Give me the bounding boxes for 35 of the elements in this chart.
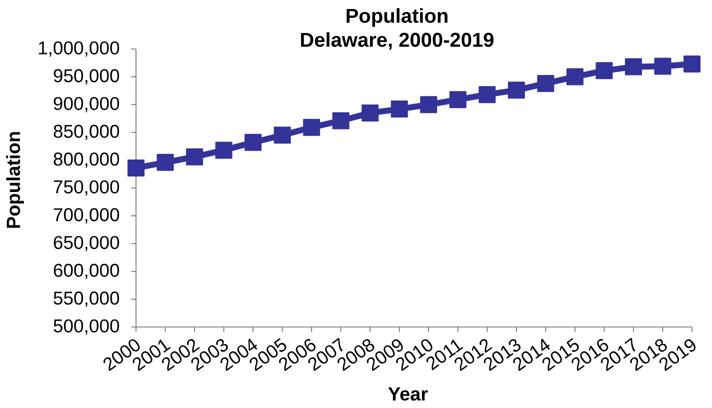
point xyxy=(128,159,144,176)
y-axis-title: Population xyxy=(6,132,24,228)
point xyxy=(390,100,408,118)
y-tick-label: 900,000 xyxy=(54,96,120,112)
point xyxy=(596,62,613,80)
chart-subtitle: Delaware, 2000-2019 xyxy=(301,32,494,50)
y-tick-label: 800,000 xyxy=(54,152,120,168)
point xyxy=(566,68,584,86)
point xyxy=(624,58,642,76)
point xyxy=(654,58,672,75)
point xyxy=(362,104,379,122)
y-tick-label: 500,000 xyxy=(54,319,120,335)
point xyxy=(449,91,466,108)
y-tick-label: 650,000 xyxy=(54,236,120,252)
y-tick-label: 1,000,000 xyxy=(38,41,120,57)
x-axis-title: Year xyxy=(388,387,428,401)
point xyxy=(420,96,438,114)
point xyxy=(186,148,204,166)
y-tick-label: 550,000 xyxy=(54,292,120,307)
y-tick-label: 950,000 xyxy=(54,69,120,84)
point xyxy=(508,82,525,99)
point xyxy=(215,142,232,159)
point xyxy=(684,56,701,73)
point xyxy=(537,74,554,92)
y-tick-label: 700,000 xyxy=(54,208,120,224)
point xyxy=(303,118,320,136)
y-tick-label: 750,000 xyxy=(54,180,120,196)
point xyxy=(478,86,496,104)
point xyxy=(156,154,174,171)
point xyxy=(244,134,262,151)
point xyxy=(332,112,350,130)
y-tick-label: 600,000 xyxy=(54,264,120,280)
y-tick-label: 850,000 xyxy=(54,124,120,140)
chart-title: Population xyxy=(346,8,448,27)
point xyxy=(274,126,291,144)
